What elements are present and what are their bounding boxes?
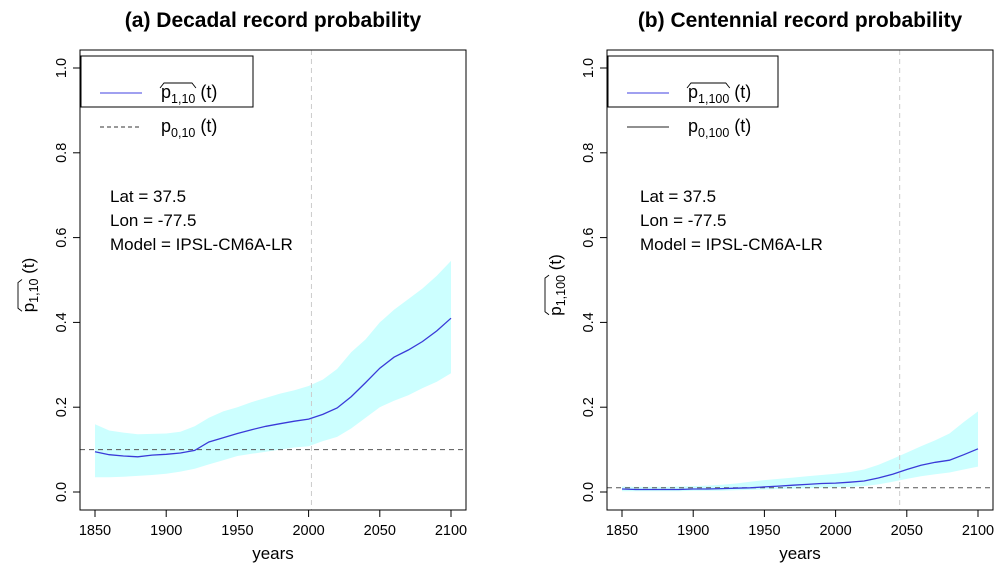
legend-entry-label: p0,10 (t) xyxy=(161,116,217,140)
y-tick-label: 0.4 xyxy=(54,312,70,332)
legend: p1,100 (t) p0,100 (t) xyxy=(607,55,779,140)
y-axis-label-text: p1,10 (t) xyxy=(19,258,41,313)
y-tick-label: 0.8 xyxy=(54,143,70,163)
legend-entry: p1,100 (t) xyxy=(627,82,751,106)
x-tick-label: 2100 xyxy=(962,523,994,539)
legend-box xyxy=(607,55,779,108)
x-axis-label: years xyxy=(252,544,294,563)
chart-panel-2: (b) Centennial record probability 1850 190… xyxy=(544,9,994,563)
x-tick-label: 2000 xyxy=(819,523,851,539)
y-tick-label: 0.4 xyxy=(581,312,597,332)
estimate-series-line xyxy=(94,317,452,458)
legend-entry: p0,10 (t) xyxy=(100,116,217,140)
legend-entry-hat xyxy=(159,82,197,89)
confidence-band xyxy=(95,260,451,478)
info-line: Lon = -77.5 xyxy=(110,211,197,230)
x-axis: 1850 1900 1950 2000 2050 2100 years xyxy=(79,509,467,563)
y-tick-label: 0.2 xyxy=(54,397,70,417)
y-axis: 0.0 0.2 0.4 0.6 0.8 1.0 p1,100 (t) xyxy=(544,58,608,502)
y-tick-label: 0.0 xyxy=(54,482,70,502)
y-tick-label: 0.0 xyxy=(581,482,597,502)
estimate-series-line xyxy=(621,448,979,491)
x-tick-label: 2100 xyxy=(435,523,467,539)
x-tick-label: 1900 xyxy=(677,523,709,539)
y-axis-label-hat xyxy=(17,279,23,312)
x-tick-label: 1850 xyxy=(79,523,111,539)
legend-entry-label: p1,100 (t) xyxy=(688,82,751,106)
chart-panel-1: (a) Decadal record probability 1850 1900 19… xyxy=(17,9,467,563)
y-tick-label: 0.6 xyxy=(581,228,597,248)
legend-entry: p0,100 (t) xyxy=(627,116,751,140)
info-line: Lon = -77.5 xyxy=(640,211,727,230)
x-tick-label: 1900 xyxy=(150,523,182,539)
y-tick-label: 0.6 xyxy=(54,228,70,248)
legend-entry-label: p0,100 (t) xyxy=(688,116,751,140)
x-tick-label: 1850 xyxy=(606,523,638,539)
info-line: Lat = 37.5 xyxy=(110,187,186,206)
confidence-band xyxy=(622,411,978,492)
y-axis-label: p1,10 (t) xyxy=(17,258,41,313)
x-tick-label: 1950 xyxy=(748,523,780,539)
info-annotation: Lat = 37.5 Lon = -77.5 Model = IPSL-CM6A-L… xyxy=(110,187,293,254)
x-tick-label: 2000 xyxy=(292,523,324,539)
y-tick-label: 1.0 xyxy=(581,58,597,78)
y-tick-label: 0.2 xyxy=(581,397,597,417)
x-tick-label: 2050 xyxy=(891,523,923,539)
info-line: Lat = 37.5 xyxy=(640,187,716,206)
x-axis-label: years xyxy=(779,544,821,563)
y-tick-label: 0.8 xyxy=(581,143,597,163)
y-axis: 0.0 0.2 0.4 0.6 0.8 1.0 p1,10 (t) xyxy=(17,58,81,502)
y-axis-label-hat xyxy=(544,274,550,316)
info-annotation: Lat = 37.5 Lon = -77.5 Model = IPSL-CM6A-L… xyxy=(640,187,823,254)
y-axis-label: p1,100 (t) xyxy=(544,254,568,316)
x-axis: 1850 1900 1950 2000 2050 2100 years xyxy=(606,509,994,563)
y-axis-label-text: p1,100 (t) xyxy=(546,254,568,316)
legend-entry-hat xyxy=(686,82,731,89)
x-tick-label: 1950 xyxy=(221,523,253,539)
chart-title: (b) Centennial record probability xyxy=(638,9,963,32)
info-line: Model = IPSL-CM6A-LR xyxy=(640,235,823,254)
chart-title: (a) Decadal record probability xyxy=(125,9,422,32)
info-line: Model = IPSL-CM6A-LR xyxy=(110,235,293,254)
legend-entry-label: p1,10 (t) xyxy=(161,82,217,106)
legend-box xyxy=(80,55,254,108)
legend-entry: p1,10 (t) xyxy=(100,82,217,106)
legend: p1,10 (t) p0,10 (t) xyxy=(80,55,254,140)
y-tick-label: 1.0 xyxy=(54,58,70,78)
x-tick-label: 2050 xyxy=(364,523,396,539)
